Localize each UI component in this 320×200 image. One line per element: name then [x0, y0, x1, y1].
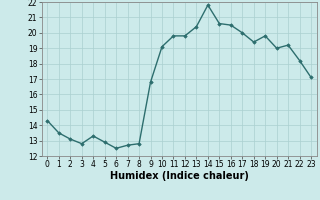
X-axis label: Humidex (Indice chaleur): Humidex (Indice chaleur): [110, 171, 249, 181]
